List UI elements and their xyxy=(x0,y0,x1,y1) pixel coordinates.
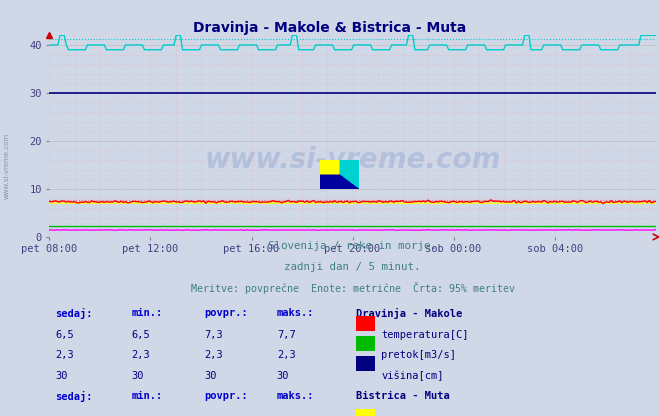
Text: maks.:: maks.: xyxy=(277,391,314,401)
Text: Dravinja - Makole & Bistrica - Muta: Dravinja - Makole & Bistrica - Muta xyxy=(193,21,466,35)
Text: 2,3: 2,3 xyxy=(55,350,74,360)
Text: zadnji dan / 5 minut.: zadnji dan / 5 minut. xyxy=(284,262,421,272)
Text: 30: 30 xyxy=(131,371,144,381)
Text: Bistrica - Muta: Bistrica - Muta xyxy=(356,391,449,401)
Text: sedaj:: sedaj: xyxy=(55,307,93,319)
FancyBboxPatch shape xyxy=(356,409,375,416)
Text: višina[cm]: višina[cm] xyxy=(381,371,444,381)
Text: 7,7: 7,7 xyxy=(277,330,295,340)
Text: www.si-vreme.com: www.si-vreme.com xyxy=(204,146,501,174)
Text: 6,5: 6,5 xyxy=(55,330,74,340)
Text: 6,5: 6,5 xyxy=(131,330,150,340)
Text: min.:: min.: xyxy=(131,391,163,401)
Text: 30: 30 xyxy=(277,371,289,381)
Text: Meritve: povprečne  Enote: metrične  Črta: 95% meritev: Meritve: povprečne Enote: metrične Črta:… xyxy=(190,282,515,294)
Text: www.si-vreme.com: www.si-vreme.com xyxy=(3,134,10,199)
Text: temperatura[C]: temperatura[C] xyxy=(381,330,469,340)
Text: min.:: min.: xyxy=(131,307,163,317)
Text: sedaj:: sedaj: xyxy=(55,391,93,402)
Text: Slovenija / reke in morje.: Slovenija / reke in morje. xyxy=(268,241,437,251)
FancyBboxPatch shape xyxy=(356,316,375,331)
Text: 30: 30 xyxy=(55,371,68,381)
FancyBboxPatch shape xyxy=(356,336,375,351)
Text: Dravinja - Makole: Dravinja - Makole xyxy=(356,307,462,319)
Text: 2,3: 2,3 xyxy=(277,350,295,360)
Text: 7,3: 7,3 xyxy=(204,330,223,340)
FancyBboxPatch shape xyxy=(356,357,375,371)
Text: maks.:: maks.: xyxy=(277,307,314,317)
Text: 2,3: 2,3 xyxy=(204,350,223,360)
Text: povpr.:: povpr.: xyxy=(204,307,248,317)
Text: 30: 30 xyxy=(204,371,217,381)
Text: povpr.:: povpr.: xyxy=(204,391,248,401)
Text: pretok[m3/s]: pretok[m3/s] xyxy=(381,350,456,360)
Text: 2,3: 2,3 xyxy=(131,350,150,360)
